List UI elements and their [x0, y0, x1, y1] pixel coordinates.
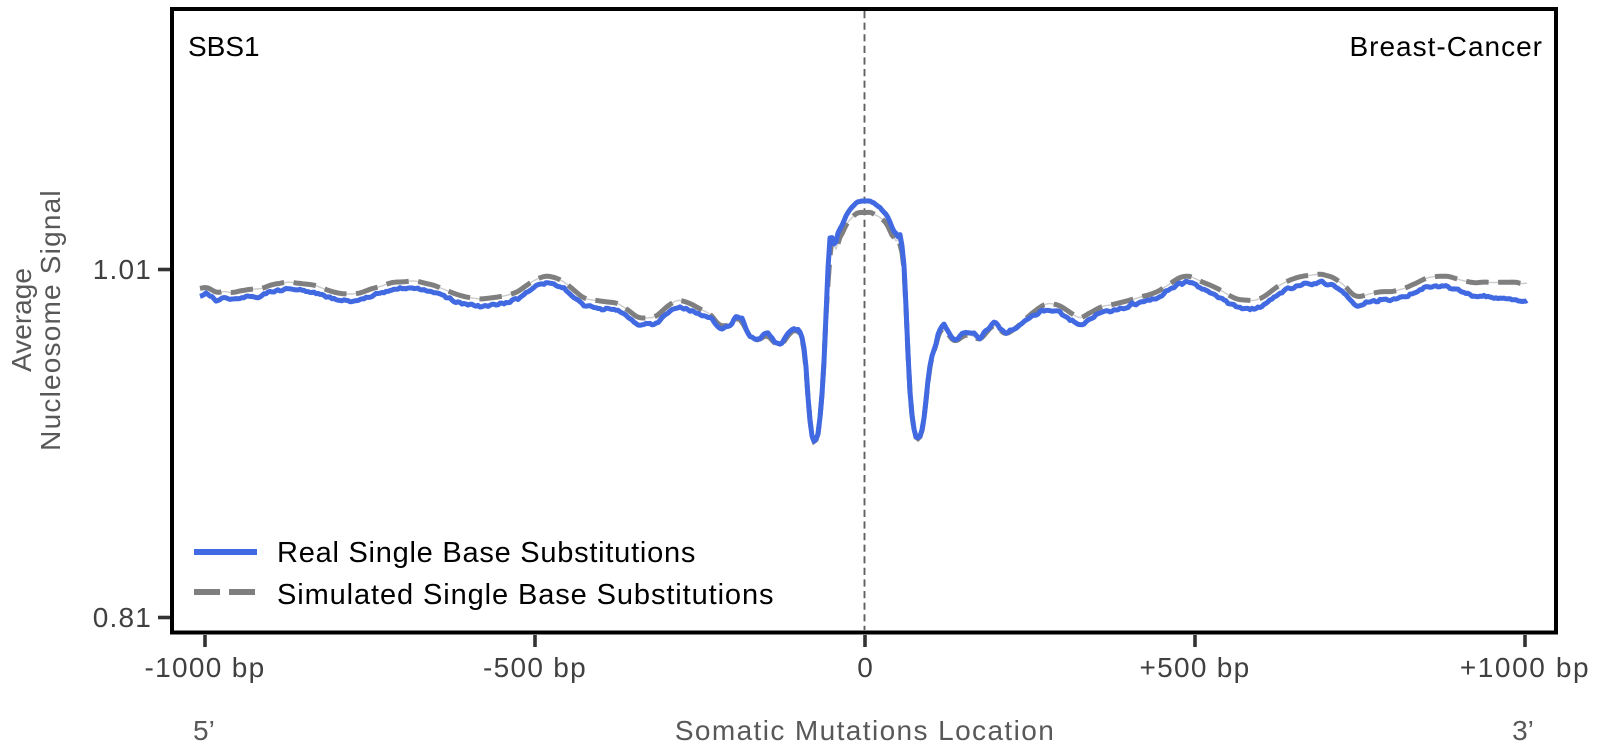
- svg-text:-1000 bp: -1000 bp: [145, 652, 266, 683]
- svg-text:Average: Average: [6, 268, 37, 372]
- svg-text:+500 bp: +500 bp: [1139, 652, 1250, 683]
- svg-text:0: 0: [857, 652, 873, 683]
- svg-text:Somatic Mutations Location: Somatic Mutations Location: [675, 715, 1055, 746]
- svg-text:3’: 3’: [1512, 715, 1534, 746]
- svg-text:-500 bp: -500 bp: [483, 652, 587, 683]
- svg-text:0.81: 0.81: [93, 602, 152, 633]
- svg-text:Breast-Cancer: Breast-Cancer: [1349, 31, 1543, 62]
- svg-text:Nucleosome Signal: Nucleosome Signal: [35, 189, 66, 451]
- svg-text:5’: 5’: [193, 715, 215, 746]
- svg-text:+1000 bp: +1000 bp: [1460, 652, 1590, 683]
- svg-text:Simulated Single Base Substitu: Simulated Single Base Substitutions: [277, 579, 774, 611]
- svg-text:Real Single Base Substitutions: Real Single Base Substitutions: [277, 537, 696, 569]
- svg-text:1.01: 1.01: [93, 254, 152, 285]
- svg-text:SBS1: SBS1: [188, 31, 260, 62]
